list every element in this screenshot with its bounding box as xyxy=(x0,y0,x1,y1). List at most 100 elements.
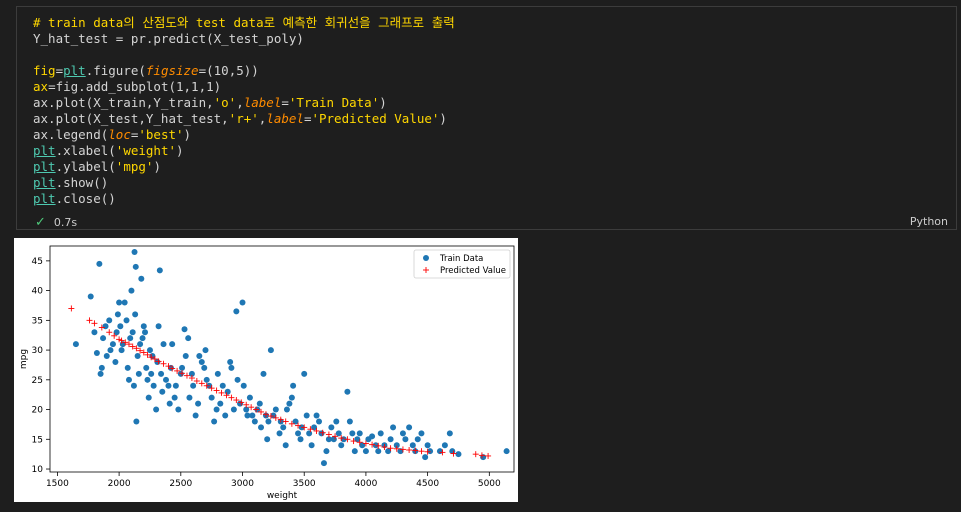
legend-predicted-label: Predicted Value xyxy=(440,266,506,276)
train-data-point xyxy=(155,323,162,330)
train-data-point xyxy=(138,275,145,282)
train-data-point xyxy=(202,347,209,354)
train-data-point xyxy=(93,350,100,357)
language-indicator[interactable]: Python xyxy=(909,215,948,228)
train-data-point xyxy=(335,430,342,437)
train-data-point xyxy=(72,341,79,348)
train-data-point xyxy=(159,388,166,395)
train-data-point xyxy=(385,448,392,455)
train-data-point xyxy=(201,364,208,371)
x-tick-label: 4000 xyxy=(354,479,377,489)
x-axis-label: weight xyxy=(267,491,298,501)
code-line[interactable]: ax=fig.add_subplot(1,1,1) xyxy=(33,79,222,94)
train-data-point xyxy=(308,442,315,449)
train-data-point xyxy=(129,329,136,336)
train-data-point xyxy=(153,406,160,413)
predicted-value-point xyxy=(301,424,308,431)
train-data-point xyxy=(179,364,186,371)
predicted-value-point xyxy=(319,429,326,436)
predicted-value-point xyxy=(233,397,240,404)
train-data-point xyxy=(132,311,139,318)
code-cell[interactable]: # train data의 산점도와 test data로 예측한 회귀선을 그… xyxy=(16,6,957,230)
train-data-point xyxy=(185,335,192,342)
train-data-point xyxy=(393,442,400,449)
predicted-value-point xyxy=(369,441,376,448)
predicted-value-point xyxy=(238,399,245,406)
predicted-value-point xyxy=(179,370,186,377)
code-line[interactable]: ax.plot(X_train,Y_train,'o',label='Train… xyxy=(33,95,387,110)
code-line[interactable]: plt.ylabel('mpg') xyxy=(33,159,161,174)
train-data-point xyxy=(195,400,202,407)
code-line[interactable]: plt.close() xyxy=(33,191,116,206)
legend-predicted-marker xyxy=(423,267,429,273)
predicted-value-point xyxy=(165,363,172,370)
predicted-value-point xyxy=(272,414,279,421)
train-data-point xyxy=(163,376,169,383)
train-data-point xyxy=(455,451,462,458)
train-data-point xyxy=(320,460,327,467)
train-data-point xyxy=(280,424,287,431)
predicted-value-point xyxy=(68,305,75,312)
train-data-point xyxy=(91,329,98,336)
predicted-value-point xyxy=(439,449,446,456)
predicted-value-point xyxy=(151,356,158,362)
train-data-point xyxy=(313,412,320,419)
train-data-point xyxy=(123,317,130,324)
code-line[interactable]: Y_hat_test = pr.predict(X_test_poly) xyxy=(33,31,304,46)
train-data-point xyxy=(351,448,358,455)
predicted-value-point xyxy=(98,324,105,331)
predicted-value-point xyxy=(412,447,419,454)
predicted-value-point xyxy=(375,442,382,449)
y-tick-label: 20 xyxy=(32,406,44,416)
train-data-point xyxy=(114,311,121,318)
predicted-value-point xyxy=(140,349,147,356)
code-line[interactable]: ax.plot(X_test,Y_hat_test,'r+',label='Pr… xyxy=(33,111,447,126)
predicted-value-point xyxy=(218,389,225,396)
predicted-value-point xyxy=(350,438,357,445)
code-line[interactable]: plt.xlabel('weight') xyxy=(33,143,184,158)
train-data-point xyxy=(203,376,210,383)
code-line[interactable]: ax.legend(loc='best') xyxy=(33,127,192,142)
train-data-point xyxy=(177,370,184,377)
x-tick-label: 2000 xyxy=(108,479,131,489)
train-data-point xyxy=(102,323,109,330)
train-data-point xyxy=(146,347,153,354)
predicted-value-point xyxy=(332,433,339,440)
train-data-point xyxy=(118,347,125,354)
train-data-point xyxy=(282,442,289,449)
train-data-point xyxy=(375,448,382,455)
train-data-point xyxy=(288,394,295,401)
scatter-chart: 1500 2000 2500 3000 3500 4000 4500 5000 10 15 20 25… xyxy=(19,245,515,501)
train-data-point xyxy=(169,341,176,348)
train-data-point xyxy=(244,412,251,419)
train-data-point xyxy=(390,424,397,431)
train-data-point xyxy=(121,299,128,306)
predicted-value-point xyxy=(116,336,123,343)
train-data-point xyxy=(338,442,345,449)
train-data-point xyxy=(503,448,510,455)
train-data-point xyxy=(112,358,119,365)
train-data-point xyxy=(143,364,150,371)
code-line[interactable]: # train data의 산점도와 test data로 예측한 회귀선을 그… xyxy=(33,15,455,30)
legend-train-marker xyxy=(423,255,429,261)
train-data-point xyxy=(330,436,337,443)
train-data-point xyxy=(258,424,265,431)
train-data-point xyxy=(145,394,152,401)
code-line[interactable]: fig=plt.figure(figsize=(10,5)) xyxy=(33,63,259,78)
train-data-point xyxy=(240,382,247,389)
predicted-value-point xyxy=(393,445,400,452)
train-data-point xyxy=(98,364,105,371)
code-line[interactable] xyxy=(33,47,455,63)
code-line[interactable]: plt.show() xyxy=(33,175,109,190)
code-editor[interactable]: # train data의 산점도와 test data로 예측한 회귀선을 그… xyxy=(33,15,455,207)
predicted-value-point xyxy=(262,411,269,418)
train-data-point xyxy=(283,406,290,413)
predicted-value-point xyxy=(362,440,369,447)
y-tick-label: 35 xyxy=(32,316,43,326)
legend xyxy=(413,249,511,279)
predicted-value-point xyxy=(472,451,479,458)
train-data-point xyxy=(333,418,340,425)
predicted-value-point xyxy=(344,436,351,443)
predicted-value-point xyxy=(86,317,93,324)
train-data-point xyxy=(323,448,330,455)
